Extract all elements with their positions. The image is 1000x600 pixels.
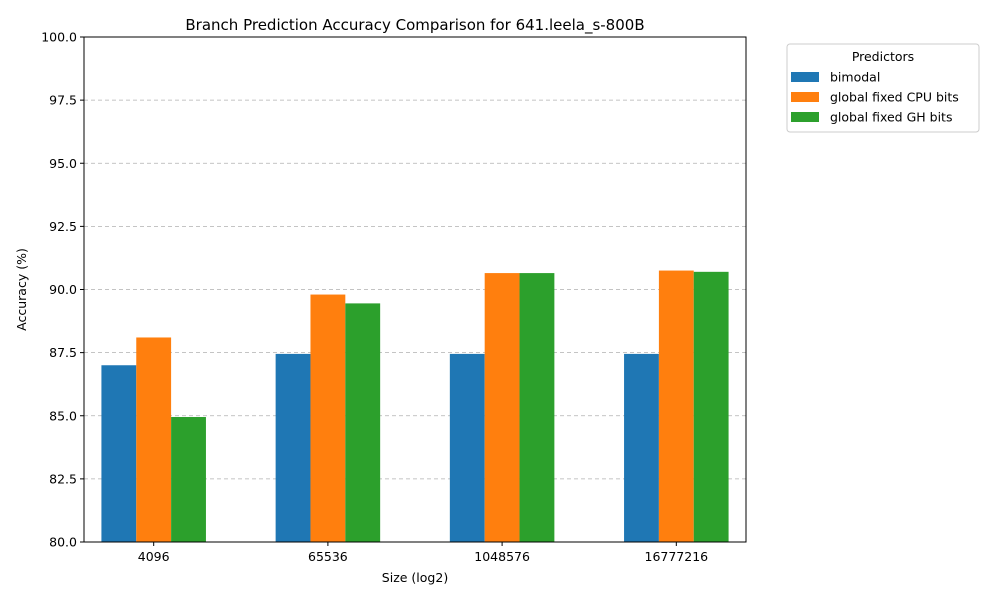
y-tick-label: 97.5 [49,93,77,108]
legend-swatch [791,92,819,102]
y-tick-label: 87.5 [49,345,77,360]
bar-global-fixed-cpu-bits-1048576 [484,273,520,542]
y-tick-label: 85.0 [49,408,77,423]
bars [101,270,729,542]
legend-items: bimodal global fixed CPU bits global fixed… [791,70,959,125]
x-tick-label: 65536 [308,549,348,564]
legend-title: Predictors [852,49,914,64]
bar-global-fixed-cpu-bits-4096 [136,337,172,542]
x-axis: 4096 65536 1048576 16777216 [138,542,708,564]
bar-global-fixed-gh-bits-16777216 [693,271,729,542]
y-tick-label: 82.5 [49,471,77,486]
legend-label: bimodal [830,70,880,85]
bar-global-fixed-cpu-bits-65536 [310,294,346,542]
grid-lines [84,99,746,480]
y-tick-label: 92.5 [49,219,77,234]
bar-global-fixed-cpu-bits-16777216 [658,270,694,542]
bar-bimodal-16777216 [624,353,659,542]
chart-title: Branch Prediction Accuracy Comparison fo… [185,16,644,35]
y-axis: 80.0 82.5 85.0 87.5 90.0 92.5 95.0 97.5 100.0 [41,30,84,550]
y-tick-label: 95.0 [49,156,77,171]
legend-label: global fixed GH bits [830,110,952,125]
y-tick-label: 100.0 [41,30,77,45]
legend-label: global fixed CPU bits [830,90,959,105]
bar-global-fixed-gh-bits-4096 [171,417,206,542]
legend-swatch [791,112,819,122]
y-tick-label: 90.0 [49,282,77,297]
legend: Predictors bimodal global fixed CPU bits g… [786,43,980,133]
legend-swatch [791,72,819,82]
y-axis-label: Accuracy (%) [14,248,29,331]
bar-global-fixed-gh-bits-1048576 [519,273,555,542]
legend-box [786,43,980,133]
bar-global-fixed-gh-bits-65536 [345,303,381,542]
x-tick-label: 1048576 [474,549,530,564]
bar-bimodal-65536 [275,353,311,542]
x-tick-label: 16777216 [645,549,709,564]
y-tick-label: 80.0 [49,535,77,550]
x-tick-label: 4096 [138,549,170,564]
bar-bimodal-4096 [101,365,137,542]
x-axis-label: Size (log2) [382,570,448,585]
bar-bimodal-1048576 [449,353,485,542]
